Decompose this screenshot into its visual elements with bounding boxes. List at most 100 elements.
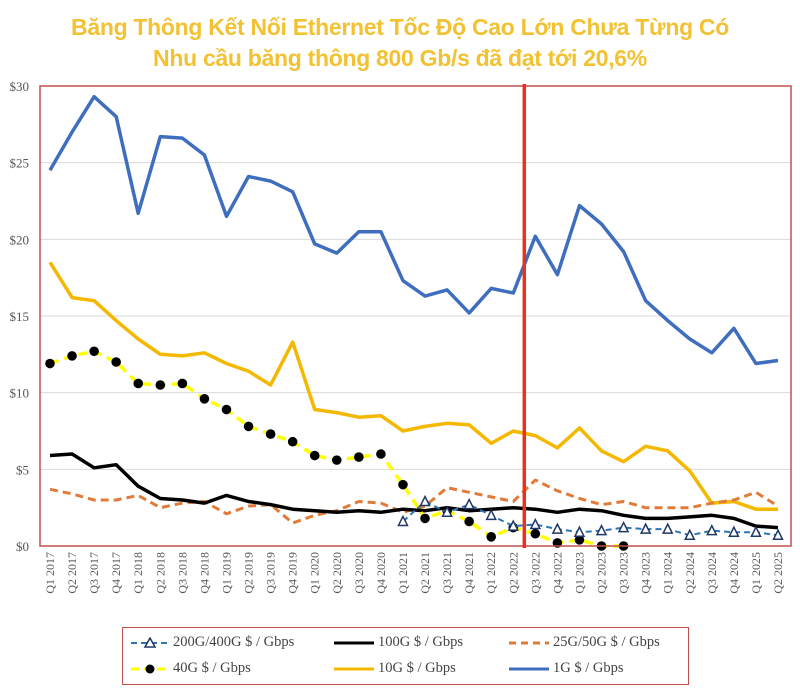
x-tick-label: Q2 2021: [418, 552, 432, 594]
data-point: [551, 522, 564, 534]
x-tick-label: Q1 2020: [308, 552, 322, 594]
data-point: [420, 513, 430, 524]
x-tick-label: Q1 2024: [661, 552, 675, 594]
gridlines: [40, 162, 791, 470]
x-tick-label: Q3 2020: [352, 552, 366, 594]
data-point: [177, 378, 188, 389]
data-point: [287, 436, 298, 447]
x-tick-label: Q3 2021: [440, 552, 454, 594]
data-point: [772, 528, 784, 541]
x-tick-label: Q1 2023: [572, 552, 586, 594]
legend-item-40g: 40G $ / Gbps: [131, 660, 251, 677]
series-line: [49, 452, 779, 530]
series-s100: [49, 452, 779, 530]
x-axis-ticks: Q1 2017 Q2 2017 Q3 2017 Q4 2017 Q1 2018 Q2 20…: [43, 552, 785, 594]
data-point: [419, 494, 431, 507]
data-point: [376, 449, 386, 459]
x-tick-label: Q2 2020: [330, 552, 344, 594]
legend-label: 40G $ / Gbps: [173, 660, 251, 676]
x-tick-label: Q4 2017: [109, 552, 123, 594]
series-group: [45, 94, 784, 551]
y-axis-ticks: $0 $5 $10 $15 $20 $25 $30: [10, 79, 30, 554]
y-tick-label: $15: [10, 309, 30, 324]
legend-swatch-1g: [509, 667, 549, 670]
series-s1: [48, 94, 779, 366]
y-tick-label: $10: [10, 386, 30, 401]
x-tick-label: Q2 2018: [153, 552, 167, 594]
data-point: [595, 523, 608, 536]
data-point: [617, 520, 630, 533]
chart-subtitle: Nhu cầu băng thông 800 Gb/s đã đạt tới 2…: [153, 45, 647, 71]
data-point: [265, 429, 276, 439]
x-tick-label: Q2 2017: [65, 552, 79, 594]
data-point: [45, 358, 55, 369]
line-chart: $0 $5 $10 $15 $20 $25 $30 Q1 2017 Q2 2017 Q3 201…: [10, 79, 792, 594]
legend-swatch-200g-400g: [131, 636, 169, 648]
data-point: [574, 535, 585, 545]
series-line: [49, 478, 779, 525]
data-point: [221, 404, 232, 415]
data-point: [243, 421, 254, 432]
series-line: [48, 261, 778, 511]
data-point: [530, 528, 541, 539]
legend-swatch-10g: [334, 667, 374, 670]
data-point: [639, 522, 652, 534]
data-point: [507, 519, 519, 531]
y-tick-label: $25: [10, 156, 30, 171]
x-tick-label: Q1 2022: [484, 552, 498, 594]
legend-label: 100G $ / Gbps: [378, 634, 463, 650]
x-tick-label: Q3 2022: [528, 552, 542, 594]
data-point: [354, 452, 364, 462]
x-tick-label: Q4 2020: [374, 552, 388, 594]
y-tick-label: $30: [10, 79, 30, 94]
series-s10: [48, 261, 778, 511]
x-tick-label: Q4 2018: [197, 552, 211, 594]
legend-item-200g-400g: 200G/400G $ / Gbps: [131, 634, 294, 651]
x-tick-label: Q3 2019: [264, 552, 278, 594]
legend-item-1g: 1G $ / Gbps: [509, 660, 624, 677]
x-tick-label: Q4 2024: [727, 552, 741, 594]
legend-label: 1G $ / Gbps: [553, 660, 624, 676]
data-point: [133, 378, 144, 389]
legend-swatch-40g: [131, 664, 169, 673]
x-tick-label: Q3 2018: [175, 552, 189, 594]
data-point: [750, 525, 762, 537]
legend-swatch-25g-50g: [509, 641, 549, 644]
data-point: [309, 450, 320, 461]
legend-swatch-100g: [334, 641, 374, 644]
x-tick-label: Q1 2018: [131, 552, 145, 594]
x-tick-label: Q4 2023: [639, 552, 653, 594]
series-s200: [397, 494, 784, 541]
x-tick-label: Q3 2023: [617, 552, 631, 594]
legend-label: 10G $ / Gbps: [378, 660, 456, 676]
y-tick-label: $20: [10, 232, 30, 247]
chart-title: Băng Thông Kết Nối Ethernet Tốc Độ Cao L…: [71, 14, 729, 40]
data-point: [706, 523, 718, 536]
series-line: [48, 94, 779, 366]
x-tick-label: Q2 2019: [242, 552, 256, 594]
x-tick-label: Q4 2022: [550, 552, 564, 594]
data-point: [398, 479, 408, 490]
data-point: [573, 525, 586, 537]
x-tick-label: Q2 2023: [595, 552, 609, 594]
legend-label: 25G/50G $ / Gbps: [553, 634, 660, 650]
data-point: [111, 357, 121, 367]
x-tick-label: Q2 2025: [771, 552, 785, 594]
x-tick-label: Q1 2019: [219, 552, 233, 594]
x-tick-label: Q2 2024: [683, 552, 697, 594]
x-tick-label: Q3 2017: [87, 552, 101, 594]
data-point: [463, 497, 475, 510]
data-point: [199, 394, 210, 404]
data-point: [684, 528, 696, 541]
x-tick-label: Q1 2021: [396, 552, 410, 594]
legend: 200G/400G $ / Gbps 100G $ / Gbps 25G/50G…: [122, 627, 689, 685]
series-s40: [45, 346, 629, 551]
x-tick-label: Q4 2019: [286, 552, 300, 594]
legend-item-10g: 10G $ / Gbps: [334, 660, 456, 677]
data-point: [728, 525, 740, 537]
series-s25: [49, 478, 779, 525]
data-point: [397, 514, 409, 527]
data-point: [67, 351, 77, 361]
data-point: [89, 346, 99, 357]
data-point: [529, 517, 542, 530]
